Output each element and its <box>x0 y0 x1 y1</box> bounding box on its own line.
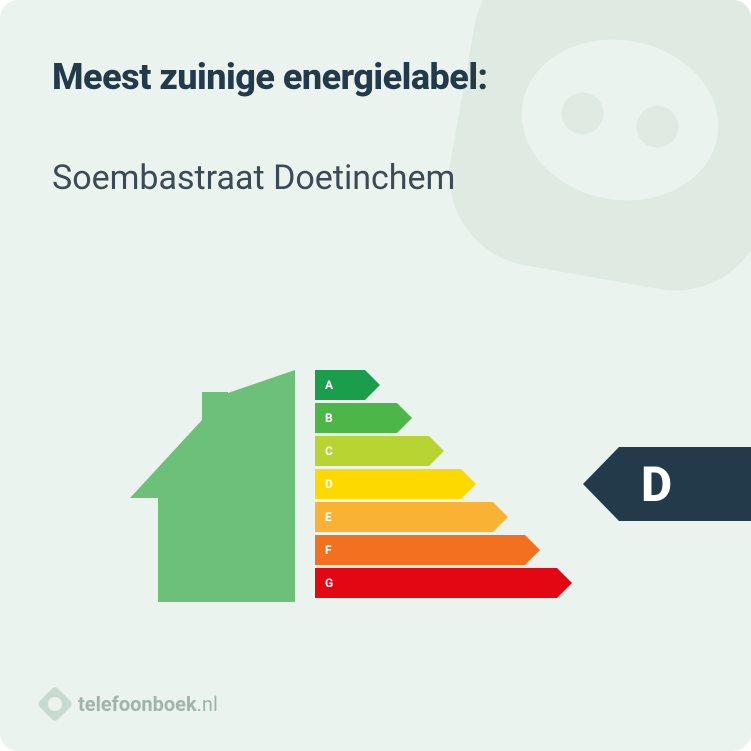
footer-brand-bold: telefoonboek <box>78 692 197 716</box>
energy-bar-tip-icon <box>525 535 540 565</box>
energy-bar-a: A <box>315 370 735 400</box>
page-title: Meest zuinige energielabel: <box>52 56 488 98</box>
energy-bar-body: C <box>315 436 429 466</box>
energy-bar-b: B <box>315 403 735 433</box>
energy-bar-tip-icon <box>493 502 508 532</box>
energy-bar-g: G <box>315 568 735 598</box>
energy-bar-letter: E <box>325 510 332 524</box>
location-subtitle: Soembastraat Doetinchem <box>52 158 455 198</box>
energy-label-chart: A B C D E F G D <box>130 370 750 650</box>
footer-brand-light: .nl <box>197 692 218 716</box>
pointer-letter: D <box>641 456 672 513</box>
energy-bar-body: G <box>315 568 557 598</box>
energy-bar-f: F <box>315 535 735 565</box>
energy-bar-tip-icon <box>557 568 572 598</box>
energy-bar-letter: A <box>325 378 333 392</box>
energy-bar-letter: F <box>325 543 332 557</box>
house-icon <box>130 370 295 602</box>
energy-bar-tip-icon <box>397 403 412 433</box>
energy-label-card: Meest zuinige energielabel: Soembastraat… <box>0 0 751 751</box>
energy-bar-tip-icon <box>429 436 444 466</box>
energy-bar-tip-icon <box>365 370 380 400</box>
energy-bar-body: E <box>315 502 493 532</box>
energy-bar-body: D <box>315 469 461 499</box>
energy-bar-letter: G <box>325 576 333 590</box>
energy-bar-tip-icon <box>461 469 476 499</box>
energy-bar-body: F <box>315 535 525 565</box>
energy-bar-letter: D <box>325 477 333 491</box>
footer-text: telefoonboek.nl <box>78 692 218 716</box>
pointer-body: D <box>619 447 751 521</box>
energy-bar-body: A <box>315 370 365 400</box>
footer: telefoonboek.nl <box>42 691 218 717</box>
pointer-arrow-icon <box>583 447 619 521</box>
watermark-plug-icon <box>430 0 751 310</box>
energy-bar-letter: C <box>325 444 333 458</box>
footer-logo-icon <box>37 686 74 723</box>
energy-bar-body: B <box>315 403 397 433</box>
energy-bar-letter: B <box>325 411 333 425</box>
